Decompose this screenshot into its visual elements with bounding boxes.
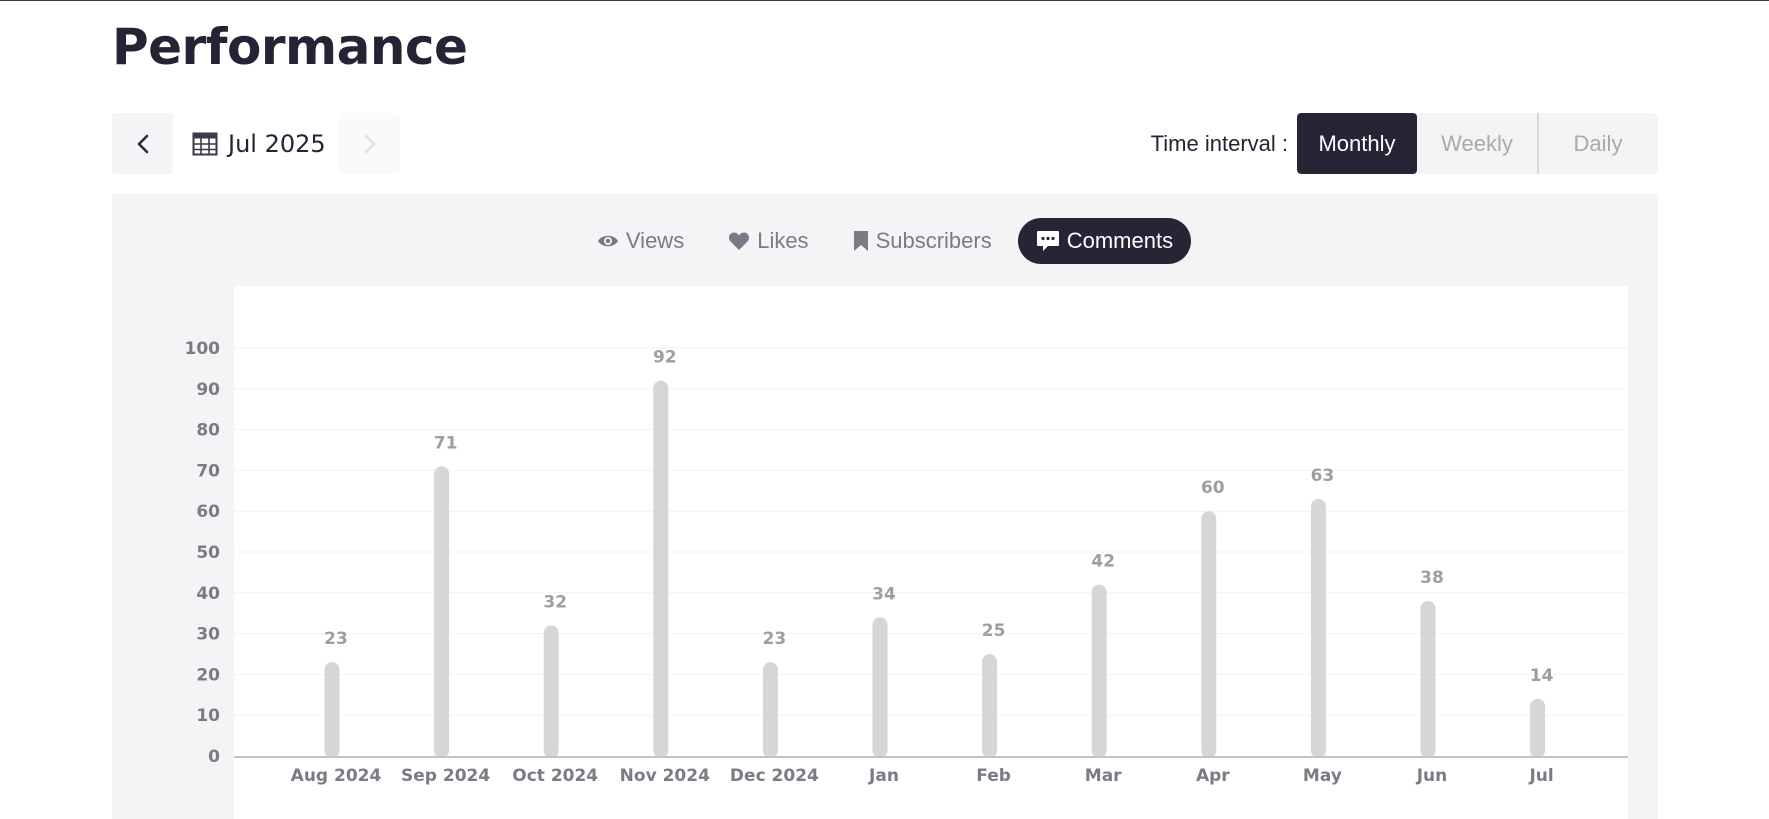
bar	[1091, 584, 1107, 758]
y-tick-label: 30	[196, 625, 220, 645]
tab-subscribers[interactable]: Subscribers	[835, 218, 1010, 264]
time-interval-toggle: Monthly Weekly Daily	[1297, 113, 1658, 174]
data-label: 34	[872, 584, 896, 604]
metric-tabs: Views Likes Subscribers Comments	[112, 218, 1658, 264]
x-tick-label: Apr	[1196, 766, 1230, 786]
data-label: 23	[324, 629, 348, 649]
previous-period-button[interactable]	[112, 113, 173, 174]
page-title: Performance	[112, 18, 468, 76]
y-tick-label: 60	[196, 502, 220, 522]
y-tick-label: 70	[196, 461, 220, 481]
top-border	[0, 0, 1769, 1]
data-label: 42	[1091, 552, 1115, 572]
calendar-icon	[192, 132, 218, 156]
current-period[interactable]: Jul 2025	[192, 126, 326, 162]
tab-comments-label: Comments	[1066, 228, 1174, 253]
y-tick-label: 0	[208, 747, 220, 767]
bar	[1420, 600, 1436, 758]
x-tick-label: Sep 2024	[401, 766, 490, 786]
bar	[434, 466, 450, 758]
y-tick-label: 50	[196, 543, 220, 563]
interval-monthly-button[interactable]: Monthly	[1297, 113, 1417, 174]
x-tick-label: Jun	[1416, 766, 1448, 786]
x-tick-label: Feb	[976, 766, 1011, 786]
performance-panel: Views Likes Subscribers Comments 0 10 20 30	[112, 194, 1658, 819]
bar	[653, 380, 669, 758]
x-tick-label: Jul	[1528, 766, 1553, 786]
data-label: 60	[1201, 478, 1225, 498]
data-label: 63	[1311, 466, 1335, 486]
bar	[1310, 498, 1326, 758]
tab-subscribers-label: Subscribers	[875, 228, 992, 253]
data-label: 71	[434, 433, 458, 453]
tab-likes-label: Likes	[757, 228, 809, 253]
bar	[762, 662, 778, 758]
bar	[1201, 511, 1217, 758]
bar	[543, 625, 559, 758]
data-label: 23	[763, 629, 787, 649]
tab-likes[interactable]: Likes	[710, 218, 826, 264]
x-tick-label: Aug 2024	[291, 766, 382, 786]
eye-icon	[597, 235, 618, 247]
x-tick-label: Oct 2024	[512, 766, 598, 786]
x-tick-label: Jan	[868, 766, 899, 786]
chevron-left-icon	[137, 134, 148, 153]
interval-daily-button[interactable]: Daily	[1537, 113, 1657, 174]
interval-weekly-button[interactable]: Weekly	[1441, 130, 1513, 156]
x-tick-label: Mar	[1085, 766, 1122, 786]
heart-icon	[729, 232, 750, 250]
y-tick-label: 100	[185, 339, 221, 359]
y-tick-label: 90	[196, 380, 220, 400]
x-tick-label: May	[1303, 766, 1342, 786]
data-label: 32	[543, 592, 567, 612]
tab-comments[interactable]: Comments	[1017, 218, 1192, 264]
y-tick-label: 40	[196, 584, 220, 604]
y-tick-label: 10	[196, 706, 220, 726]
y-tick-label: 80	[196, 421, 220, 441]
tab-views[interactable]: Views	[579, 218, 702, 264]
bar	[1530, 698, 1546, 758]
current-period-label: Jul 2025	[228, 130, 326, 158]
next-period-button[interactable]	[339, 113, 400, 174]
data-label: 38	[1420, 568, 1444, 588]
bar	[324, 662, 340, 758]
y-tick-label: 20	[196, 665, 220, 685]
comments-bar-chart: 0 10 20 30 40 50 60 70 80 90 100 23 Aug 2024 71 Sep 20…	[185, 339, 1628, 786]
chart-area: 0 10 20 30 40 50 60 70 80 90 100 23 Aug 2024 71 Sep 20…	[185, 286, 1628, 819]
data-label: 14	[1530, 666, 1554, 686]
time-interval-label: Time interval :	[1150, 131, 1288, 156]
bar	[872, 617, 888, 758]
chevron-right-icon	[364, 134, 375, 153]
x-tick-label: Dec 2024	[730, 766, 819, 786]
bar	[982, 654, 998, 758]
tab-views-label: Views	[625, 228, 685, 253]
comment-icon	[1036, 231, 1059, 251]
data-label: 92	[653, 348, 677, 368]
data-label: 25	[982, 621, 1006, 641]
bookmark-icon	[853, 231, 868, 251]
x-tick-label: Nov 2024	[620, 766, 710, 786]
